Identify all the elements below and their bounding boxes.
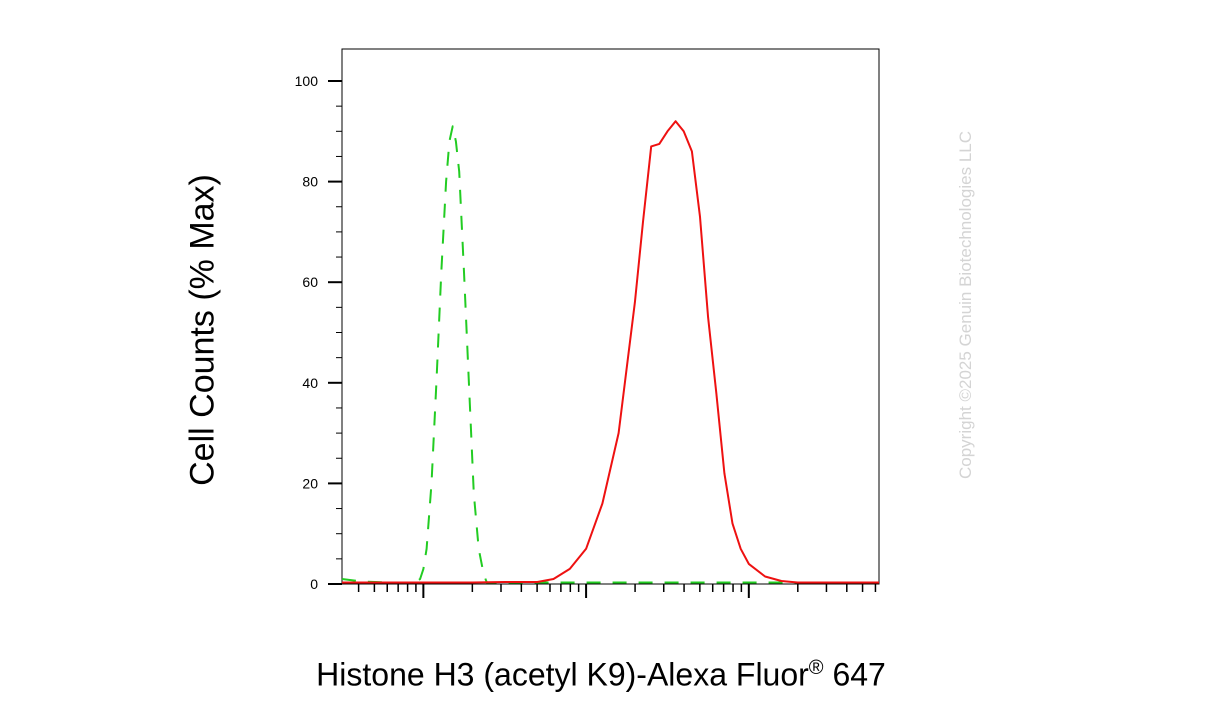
series-line-2 (342, 120, 879, 584)
y-tick-label: 100 (295, 73, 319, 89)
y-tick-label: 0 (310, 576, 318, 592)
x-axis-label: Histone H3 (acetyl K9)-Alexa Fluor® 647 (316, 657, 886, 694)
series-line-1 (341, 125, 879, 584)
x-axis-label-suffix: 647 (823, 656, 886, 693)
copyright-watermark: Copyright ©2025 Genuin Biotechnologies L… (956, 130, 975, 480)
y-tick-label: 40 (302, 375, 318, 391)
y-axis: 0 20 40 60 80 100 (295, 73, 342, 592)
y-tick-label: 60 (302, 274, 318, 290)
plot-frame (341, 48, 880, 585)
series-layer (341, 120, 879, 584)
y-tick-label: 20 (302, 475, 318, 491)
registered-symbol: ® (808, 656, 824, 679)
x-axis-label-text: Histone H3 (acetyl K9)-Alexa Fluor (316, 656, 809, 693)
y-axis-label: Cell Counts (% Max) (183, 174, 222, 486)
x-axis (357, 584, 877, 598)
y-tick-label: 80 (302, 174, 318, 190)
